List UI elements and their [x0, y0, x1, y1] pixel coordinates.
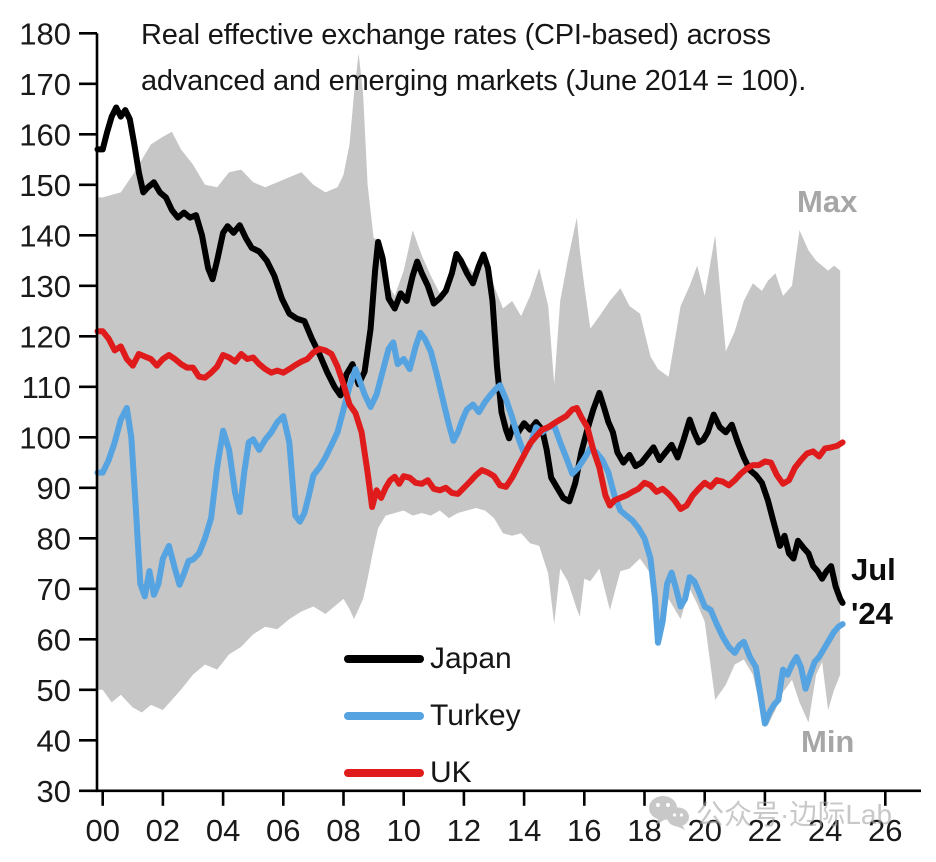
x-tick-label: 22: [748, 813, 782, 848]
y-tick-label: 100: [19, 420, 71, 455]
y-tick-label: 140: [19, 218, 71, 253]
y-tick-label: 70: [37, 572, 71, 607]
series-turkey-line: [94, 329, 846, 727]
end-label-year: '24: [851, 596, 893, 631]
x-tick-label: 26: [868, 813, 902, 848]
y-tick-label: 130: [19, 269, 71, 304]
legend-label: Turkey: [430, 698, 521, 732]
x-tick-label: 14: [507, 813, 541, 848]
legend: Japan Turkey UK: [344, 630, 521, 801]
legend-item-turkey: Turkey: [344, 687, 521, 744]
watermark-text: 公众号·边际Lab: [696, 799, 893, 830]
y-tick-label: 110: [22, 370, 71, 405]
series-uk-line: [94, 328, 846, 512]
turkey-line-swatch: [344, 711, 424, 720]
y-tick-label: 160: [19, 117, 71, 152]
uk-line-swatch: [344, 768, 424, 777]
x-tick-label: 06: [266, 813, 300, 848]
x-tick-label: 04: [206, 813, 240, 848]
x-tick-label: 00: [85, 813, 119, 848]
series-japan-line: [94, 104, 846, 606]
wechat-icon: [649, 796, 689, 830]
y-tick-label: 40: [37, 723, 71, 758]
y-tick-label: 60: [37, 622, 71, 657]
y-tick-label: 90: [37, 471, 71, 506]
end-label-month: Jul: [851, 552, 896, 587]
y-tick-label: 30: [37, 774, 71, 809]
x-tick-label: 12: [447, 813, 481, 848]
y-tick-label: 80: [37, 521, 71, 556]
legend-label: UK: [430, 755, 472, 789]
y-tick-label: 150: [19, 168, 71, 203]
x-tick-label: 08: [326, 813, 360, 848]
chart-title: Real effective exchange rates (CPI-based…: [141, 19, 807, 97]
series-end-date-label: Jul '24: [851, 548, 896, 636]
x-tick-label: 18: [627, 813, 661, 848]
y-tick-label: 180: [19, 16, 71, 51]
y-tick-label: 50: [37, 673, 71, 708]
japan-line-swatch: [344, 654, 424, 663]
minmax-band: [97, 53, 841, 726]
legend-label: Japan: [430, 641, 512, 675]
legend-item-japan: Japan: [344, 630, 521, 687]
x-tick-label: 16: [567, 813, 601, 848]
legend-item-uk: UK: [344, 744, 521, 801]
band-min-label: Min: [801, 724, 855, 759]
watermark: 公众号·边际Lab: [648, 793, 934, 833]
x-tick-label: 20: [687, 813, 721, 848]
y-tick-label: 120: [19, 319, 71, 354]
x-tick-label: 02: [146, 813, 180, 848]
x-tick-label: 24: [808, 813, 842, 848]
y-tick-label: 170: [19, 67, 71, 102]
band-max-label: Max: [797, 184, 858, 219]
x-tick-label: 10: [386, 813, 420, 848]
